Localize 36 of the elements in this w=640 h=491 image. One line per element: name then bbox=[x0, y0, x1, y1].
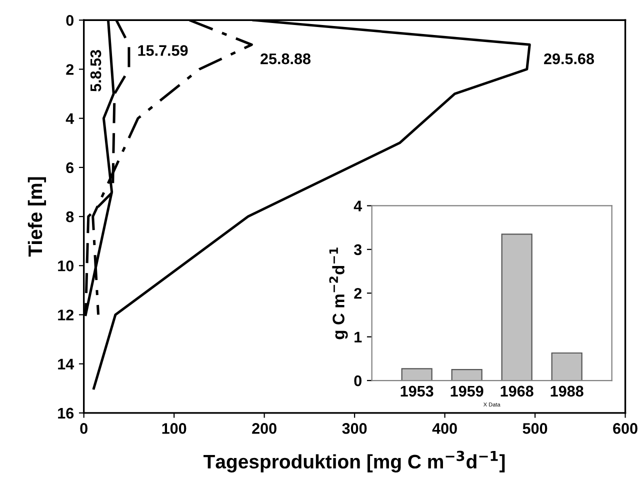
y-tick-label: 4 bbox=[354, 200, 362, 212]
y-axis-title: Tiefe [m] bbox=[28, 177, 46, 257]
x-tick-label: 1959 bbox=[450, 386, 484, 397]
y-tick-label: 14 bbox=[58, 358, 74, 370]
x-tick-label: 0 bbox=[80, 423, 88, 434]
x-tick-label: 200 bbox=[252, 423, 276, 434]
y-tick-label: 12 bbox=[58, 310, 74, 320]
y-tick-label: 1 bbox=[354, 332, 362, 342]
bar bbox=[551, 352, 582, 381]
x-tick-label: 300 bbox=[342, 423, 367, 434]
series-label: 25.8.88 bbox=[260, 53, 311, 64]
y-tick-label: 10 bbox=[58, 260, 74, 272]
x-tick-label: 1988 bbox=[550, 386, 584, 397]
series-label: 15.7.59 bbox=[138, 45, 188, 56]
x-tick-label: 1968 bbox=[500, 386, 534, 397]
y-tick-label: 16 bbox=[58, 408, 74, 419]
y-tick-label: 3 bbox=[354, 244, 362, 256]
y-tick-label: 6 bbox=[66, 162, 74, 174]
x-tick-label: 400 bbox=[432, 423, 457, 434]
y-axis-title: g C m$^{−2}$d$^{−1}$ bbox=[329, 248, 348, 340]
text: 5.8.53 bbox=[90, 50, 102, 92]
x-tick-label: 500 bbox=[522, 423, 548, 434]
y-tick-label: 8 bbox=[66, 211, 74, 222]
bar bbox=[501, 234, 532, 381]
bar bbox=[401, 368, 432, 381]
bar bbox=[451, 369, 482, 381]
y-tick-label: 4 bbox=[66, 113, 74, 124]
x-tick-label: 100 bbox=[162, 423, 186, 434]
y-tick-label: 0 bbox=[66, 15, 74, 26]
x-tick-label: 600 bbox=[613, 423, 638, 434]
x-axis-title: Tagesproduktion [mg C m$^{−3}$d$^{−1}$] bbox=[204, 450, 505, 472]
y-tick-label: 2 bbox=[354, 288, 362, 299]
x-tick-label: 1953 bbox=[400, 386, 434, 397]
series-label: 29.5.68 bbox=[544, 53, 594, 64]
y-tick-label: 2 bbox=[66, 64, 74, 75]
y-tick-label: 0 bbox=[354, 375, 362, 386]
